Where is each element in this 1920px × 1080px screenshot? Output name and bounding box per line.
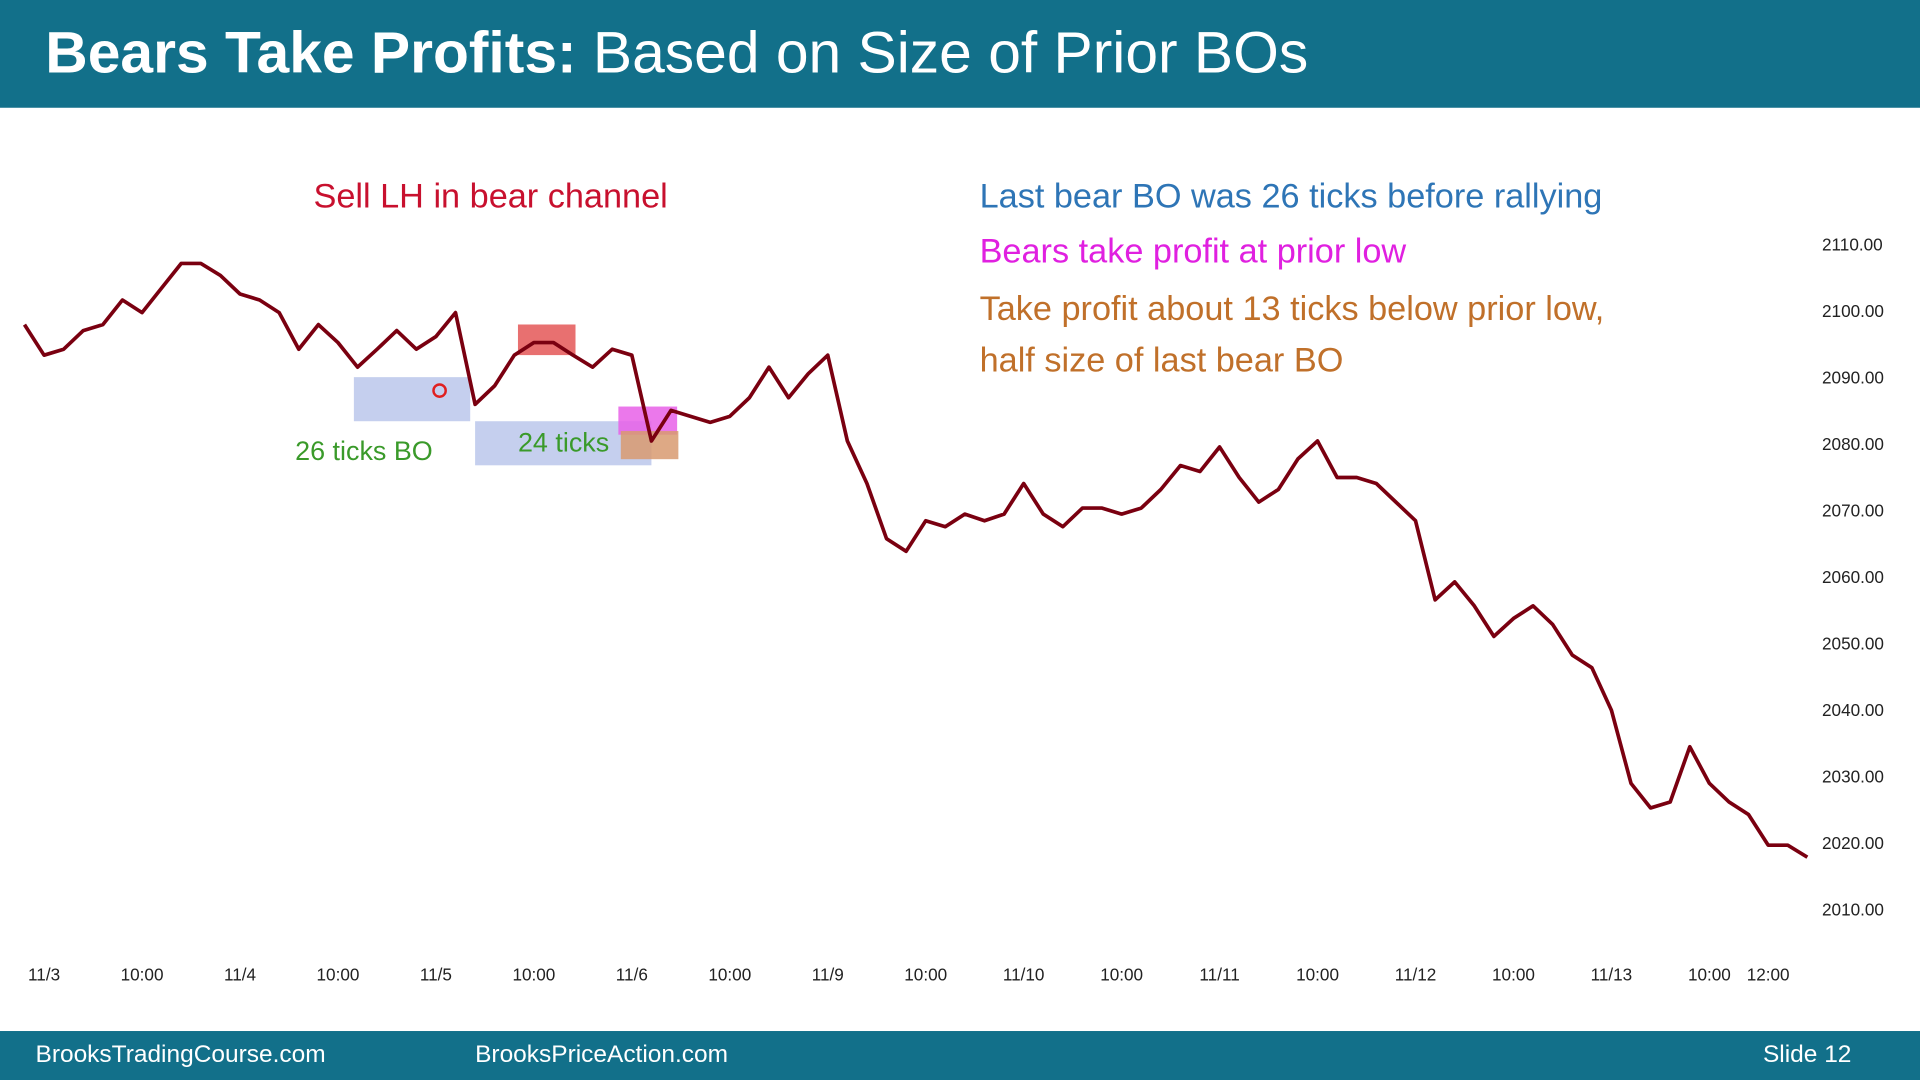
footer-middle: BrooksPriceAction.com xyxy=(475,1041,728,1068)
x-tick-label: 10:00 xyxy=(1296,964,1339,984)
y-tick-label: 2020.00 xyxy=(1822,833,1884,853)
footer-left: BrooksTradingCourse.com xyxy=(36,1041,326,1068)
y-tick-label: 2060.00 xyxy=(1822,567,1884,587)
title: Bears Take Profits: Based on Size of Pri… xyxy=(45,20,1308,85)
x-tick-label: 11/9 xyxy=(812,964,844,984)
x-tick-label: 10:00 xyxy=(121,964,164,984)
x-tick-label: 11/5 xyxy=(420,964,452,984)
x-tick-label: 11/6 xyxy=(616,964,648,984)
annotation: Take profit about 13 ticks below prior l… xyxy=(980,290,1605,328)
y-tick-label: 2030.00 xyxy=(1822,767,1884,787)
annotation: half size of last bear BO xyxy=(980,342,1344,380)
annotation: Last bear BO was 26 ticks before rallyin… xyxy=(980,177,1603,215)
x-tick-label: 10:00 xyxy=(708,964,751,984)
title-rest: Based on Size of Prior BOs xyxy=(577,20,1309,85)
x-tick-label: 11/13 xyxy=(1591,964,1633,984)
y-tick-label: 2070.00 xyxy=(1822,501,1884,521)
x-tick-label: 11/11 xyxy=(1199,964,1239,984)
y-tick-label: 2110.00 xyxy=(1822,235,1883,255)
price-line xyxy=(22,261,1809,859)
x-tick-label: 10:00 xyxy=(904,964,947,984)
x-tick-label: 11/10 xyxy=(1003,964,1045,984)
x-tick-label: 10:00 xyxy=(512,964,555,984)
annotation: Sell LH in bear channel xyxy=(313,177,667,215)
x-tick-label: 10:00 xyxy=(1688,964,1731,984)
footer-bar xyxy=(0,1031,1920,1080)
y-tick-label: 2100.00 xyxy=(1822,301,1884,321)
x-tick-label: 12:00 xyxy=(1747,964,1790,984)
annotation: Bears take profit at prior low xyxy=(980,233,1407,271)
y-tick-label: 2080.00 xyxy=(1822,434,1884,454)
y-tick-label: 2050.00 xyxy=(1822,634,1884,654)
y-tick-label: 2040.00 xyxy=(1822,700,1884,720)
x-tick-label: 11/3 xyxy=(28,964,60,984)
footer-right: Slide 12 xyxy=(1763,1041,1851,1068)
x-tick-label: 11/12 xyxy=(1395,964,1437,984)
y-tick-label: 2010.00 xyxy=(1822,900,1884,920)
x-tick-label: 11/4 xyxy=(224,964,257,984)
cursor xyxy=(432,383,447,398)
x-tick-label: 10:00 xyxy=(1492,964,1535,984)
bo-box xyxy=(353,377,471,422)
annotation: 26 ticks BO xyxy=(295,436,433,466)
annotation: 24 ticks xyxy=(518,428,609,458)
title-bold: Bears Take Profits: xyxy=(45,20,576,85)
x-tick-label: 10:00 xyxy=(1100,964,1143,984)
x-tick-label: 10:00 xyxy=(317,964,360,984)
header-bar xyxy=(0,0,1920,108)
y-tick-label: 2090.00 xyxy=(1822,368,1884,388)
